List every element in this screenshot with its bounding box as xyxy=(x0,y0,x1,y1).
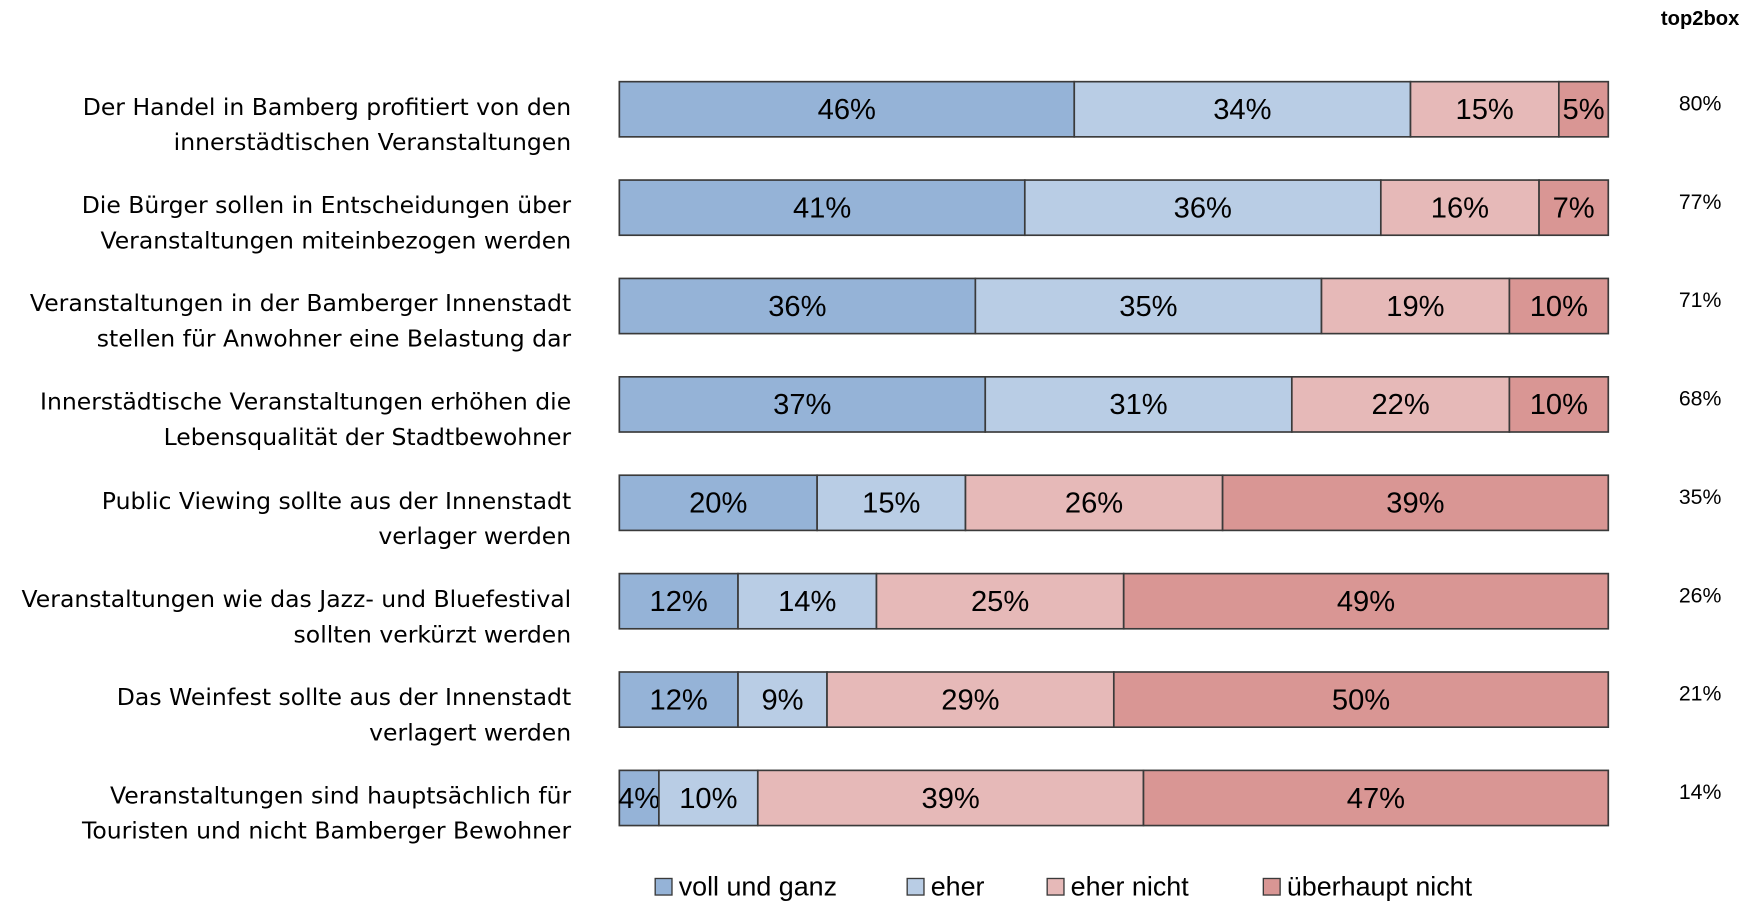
category-label: Veranstaltungen sind hauptsächlich für T… xyxy=(81,782,572,845)
bar-segment xyxy=(618,769,660,827)
bar-value-label: 20% xyxy=(689,488,747,520)
top2box-value: 26% xyxy=(1679,584,1722,607)
bar-segment xyxy=(974,277,1323,335)
bar-value-label: 15% xyxy=(862,488,920,520)
bar-segment xyxy=(1508,277,1610,335)
bar-segment xyxy=(618,671,739,728)
bar-value-label: 36% xyxy=(1174,193,1232,225)
legend-label: überhaupt nicht xyxy=(1287,872,1473,902)
top2box-value: 68% xyxy=(1679,388,1722,411)
legend-swatch xyxy=(1262,877,1281,896)
bar-value-label: 39% xyxy=(922,783,980,815)
category-label: Innerstädtische Veranstaltungen erhöhen … xyxy=(40,388,572,451)
top2box-value: 14% xyxy=(1679,781,1722,804)
bar-segment xyxy=(1409,80,1560,138)
bar-value-label: 12% xyxy=(650,586,708,618)
category-label-box: Public Viewing sollte aus der Innenstadt… xyxy=(101,487,572,550)
category-label: Das Weinfest sollte aus der Innenstadt v… xyxy=(116,684,572,746)
bar-segment xyxy=(1508,376,1610,433)
top2box-value: 35% xyxy=(1679,486,1722,509)
bar-segment xyxy=(1023,179,1382,237)
legend-label: eher nicht xyxy=(1071,872,1190,902)
bar-segment xyxy=(1538,179,1610,237)
bar-segment xyxy=(826,671,1115,728)
bar-value-label: 35% xyxy=(1119,291,1177,323)
bar-value-label: 50% xyxy=(1332,685,1390,717)
bar-segment xyxy=(618,277,977,335)
category-label-box: Innerstädtische Veranstaltungen erhöhen … xyxy=(40,388,572,451)
bar-segment xyxy=(1221,474,1610,532)
bar-value-label: 7% xyxy=(1553,193,1595,225)
category-label-box: Das Weinfest sollte aus der Innenstadt v… xyxy=(116,684,572,746)
bar-segment xyxy=(964,474,1224,532)
category-label: Die Bürger sollen in Entscheidungen über… xyxy=(81,192,572,254)
category-label-box: Veranstaltungen sind hauptsächlich für T… xyxy=(81,782,572,845)
bar-value-label: 26% xyxy=(1065,488,1123,520)
bar-value-label: 19% xyxy=(1386,291,1444,323)
legend-swatch xyxy=(1046,877,1065,896)
category-label: Der Handel in Bamberg profitiert von den… xyxy=(82,93,572,156)
bar-value-label: 41% xyxy=(793,193,851,225)
top2box-value: 71% xyxy=(1679,289,1722,312)
category-label-box: Veranstaltungen in der Bamberger Innenst… xyxy=(29,290,572,353)
bar-segment xyxy=(618,179,1026,237)
top2box-title: top2box xyxy=(1661,8,1739,30)
bar-value-label: 9% xyxy=(761,685,803,717)
bar-value-label: 29% xyxy=(941,685,999,717)
category-label: Public Viewing sollte aus der Innenstadt… xyxy=(101,487,572,550)
legend-swatch xyxy=(654,877,673,896)
bar-segment xyxy=(1073,80,1412,138)
category-label-box: Die Bürger sollen in Entscheidungen über… xyxy=(81,192,572,254)
category-label: Veranstaltungen in der Bamberger Innenst… xyxy=(29,290,572,353)
category-label-box: Veranstaltungen wie das Jazz- und Bluefe… xyxy=(21,585,572,648)
bar-value-label: 5% xyxy=(1563,94,1605,126)
bar-segment xyxy=(875,572,1125,630)
bar-segment xyxy=(1122,572,1610,630)
bar-value-label: 25% xyxy=(971,586,1029,618)
top2box-value: 21% xyxy=(1679,683,1722,706)
bar-segment xyxy=(618,572,739,630)
bar-segment xyxy=(618,474,818,532)
bar-value-label: 10% xyxy=(679,783,737,815)
bar-value-label: 22% xyxy=(1371,389,1429,421)
bar-segment xyxy=(816,474,967,532)
bar-value-label: 49% xyxy=(1337,586,1395,618)
bar-value-label: 31% xyxy=(1109,389,1167,421)
legend-swatch xyxy=(906,877,925,896)
legend-label: voll und ganz xyxy=(679,872,837,902)
category-label: Veranstaltungen wie das Jazz- und Bluefe… xyxy=(21,585,572,648)
bar-value-label: 4% xyxy=(618,783,660,815)
bar-value-label: 34% xyxy=(1213,94,1271,126)
bar-segment xyxy=(1142,769,1610,827)
bar-segment xyxy=(1112,671,1610,728)
bar-value-label: 10% xyxy=(1530,291,1588,323)
bar-segment xyxy=(1379,179,1540,237)
bar-segment xyxy=(756,769,1145,827)
bar-value-label: 36% xyxy=(768,291,826,323)
bar-value-label: 10% xyxy=(1530,389,1588,421)
bar-value-label: 39% xyxy=(1386,488,1444,520)
top2box-value: 77% xyxy=(1679,191,1722,214)
bar-value-label: 47% xyxy=(1347,783,1405,815)
bar-segment xyxy=(618,80,1076,138)
bar-value-label: 15% xyxy=(1456,94,1514,126)
bar-segment xyxy=(737,572,878,630)
bar-value-label: 46% xyxy=(818,94,876,126)
bar-segment xyxy=(618,376,987,433)
bar-segment xyxy=(1557,80,1610,138)
bar-segment xyxy=(984,376,1293,433)
top2box-value: 80% xyxy=(1679,93,1722,116)
bar-value-label: 12% xyxy=(650,685,708,717)
legend-label: eher xyxy=(931,872,985,902)
bar-value-label: 14% xyxy=(778,586,836,618)
bar-value-label: 37% xyxy=(773,389,831,421)
bar-value-label: 16% xyxy=(1431,193,1489,225)
category-label-box: Der Handel in Bamberg profitiert von den… xyxy=(82,93,572,156)
